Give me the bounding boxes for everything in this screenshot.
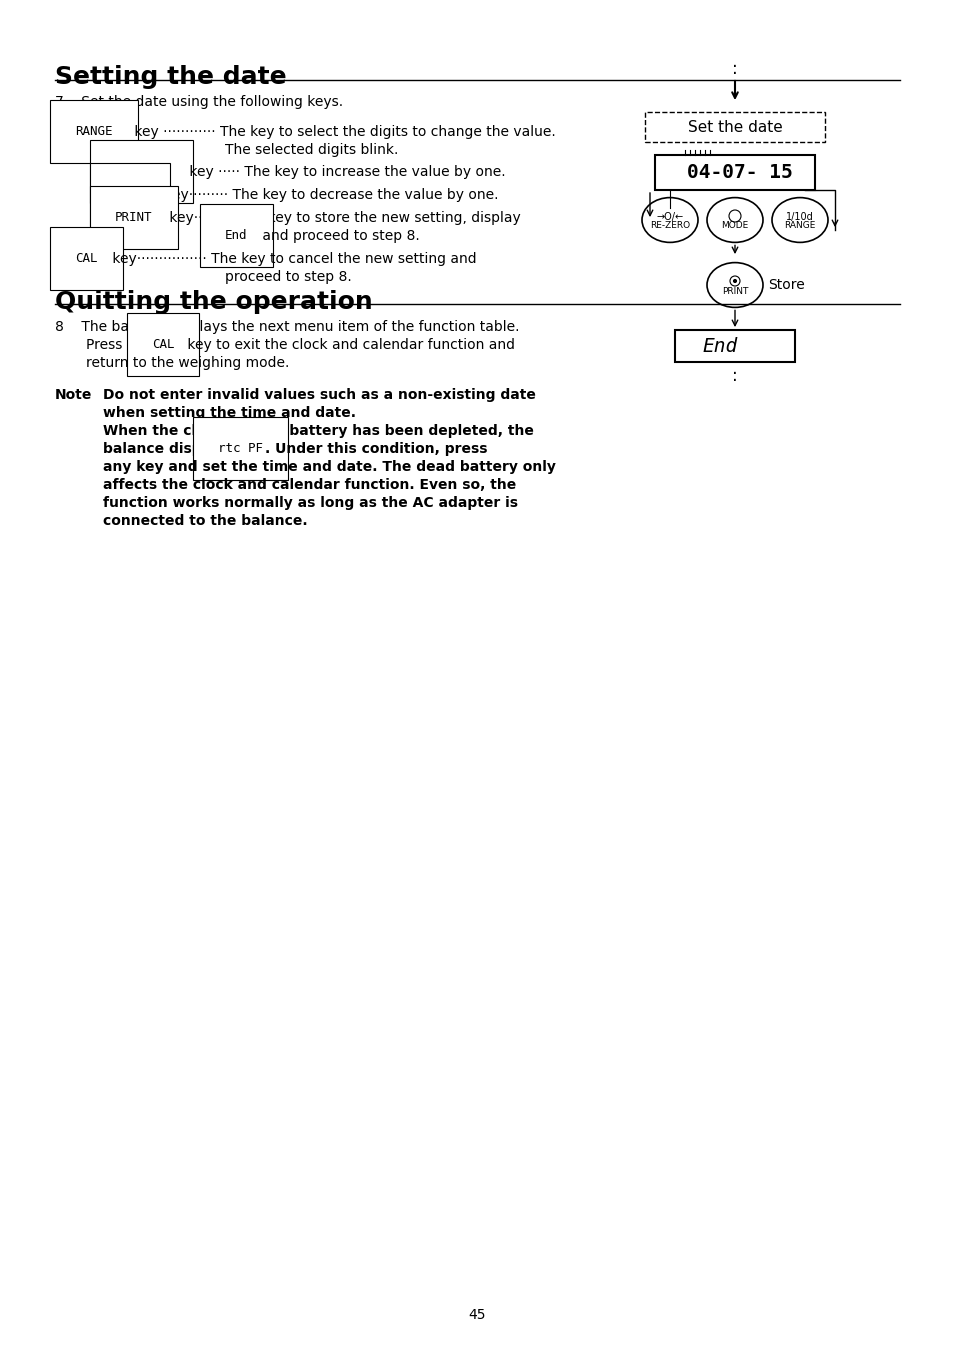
Text: return to the weighing mode.: return to the weighing mode. — [86, 356, 289, 370]
Text: proceed to step 8.: proceed to step 8. — [225, 270, 352, 284]
Text: CAL: CAL — [75, 252, 97, 265]
Text: :: : — [731, 367, 737, 385]
Text: When the clock backup battery has been depleted, the: When the clock backup battery has been d… — [103, 424, 534, 437]
Ellipse shape — [771, 197, 827, 243]
Text: Press the: Press the — [86, 338, 150, 352]
Text: RE-ZERO: RE-ZERO — [649, 221, 689, 231]
Circle shape — [733, 279, 736, 282]
Text: PRINT: PRINT — [115, 211, 152, 224]
Text: RE-ZERO: RE-ZERO — [115, 165, 168, 178]
Text: Store: Store — [767, 278, 804, 292]
Ellipse shape — [706, 197, 762, 243]
Text: PRINT: PRINT — [721, 286, 747, 296]
Text: connected to the balance.: connected to the balance. — [103, 514, 307, 528]
Text: Do not enter invalid values such as a non-existing date: Do not enter invalid values such as a no… — [103, 387, 536, 402]
Text: CAL: CAL — [152, 338, 174, 351]
Text: affects the clock and calendar function. Even so, the: affects the clock and calendar function.… — [103, 478, 516, 491]
Text: key········· The key to store the new setting, display: key········· The key to store the new se… — [165, 211, 520, 225]
Text: key········· The key to decrease the value by one.: key········· The key to decrease the val… — [160, 188, 498, 202]
Text: function works normally as long as the AC adapter is: function works normally as long as the A… — [103, 495, 517, 510]
Text: End: End — [225, 230, 247, 242]
Text: and proceed to step 8.: and proceed to step 8. — [257, 230, 419, 243]
Text: RANGE: RANGE — [75, 126, 112, 138]
Text: . Under this condition, press: . Under this condition, press — [265, 441, 487, 456]
Text: when setting the time and date.: when setting the time and date. — [103, 406, 355, 420]
Text: Setting the date: Setting the date — [55, 65, 286, 89]
Ellipse shape — [706, 263, 762, 308]
Text: →O/←: →O/← — [656, 212, 683, 221]
Text: any key and set the time and date. The dead battery only: any key and set the time and date. The d… — [103, 460, 556, 474]
Text: 45: 45 — [468, 1308, 485, 1322]
Text: MODE: MODE — [720, 221, 748, 231]
Text: Set the date: Set the date — [687, 120, 781, 135]
Text: End: End — [701, 336, 737, 355]
Text: RANGE: RANGE — [783, 221, 815, 231]
Text: balance displays: balance displays — [103, 441, 233, 456]
Text: key ····· The key to increase the value by one.: key ····· The key to increase the value … — [185, 165, 505, 180]
Text: The selected digits blink.: The selected digits blink. — [225, 143, 398, 157]
Text: :: : — [731, 59, 737, 78]
Text: 04-07- 15: 04-07- 15 — [686, 163, 792, 182]
Text: key················ The key to cancel the new setting and: key················ The key to cancel th… — [108, 252, 477, 266]
FancyBboxPatch shape — [675, 329, 794, 362]
Text: MODE: MODE — [115, 188, 145, 201]
Text: Note: Note — [55, 387, 92, 402]
FancyBboxPatch shape — [644, 112, 824, 142]
Text: key ············ The key to select the digits to change the value.: key ············ The key to select the d… — [130, 126, 556, 139]
Ellipse shape — [641, 197, 698, 243]
Text: 7    Set the date using the following keys.: 7 Set the date using the following keys. — [55, 95, 343, 109]
Text: 1/10d: 1/10d — [785, 212, 813, 221]
FancyBboxPatch shape — [655, 155, 814, 190]
Text: key to exit the clock and calendar function and: key to exit the clock and calendar funct… — [183, 338, 515, 352]
Text: rtc PF: rtc PF — [218, 441, 263, 455]
Text: 8    The balance displays the next menu item of the function table.: 8 The balance displays the next menu ite… — [55, 320, 519, 333]
Text: Quitting the operation: Quitting the operation — [55, 290, 373, 315]
